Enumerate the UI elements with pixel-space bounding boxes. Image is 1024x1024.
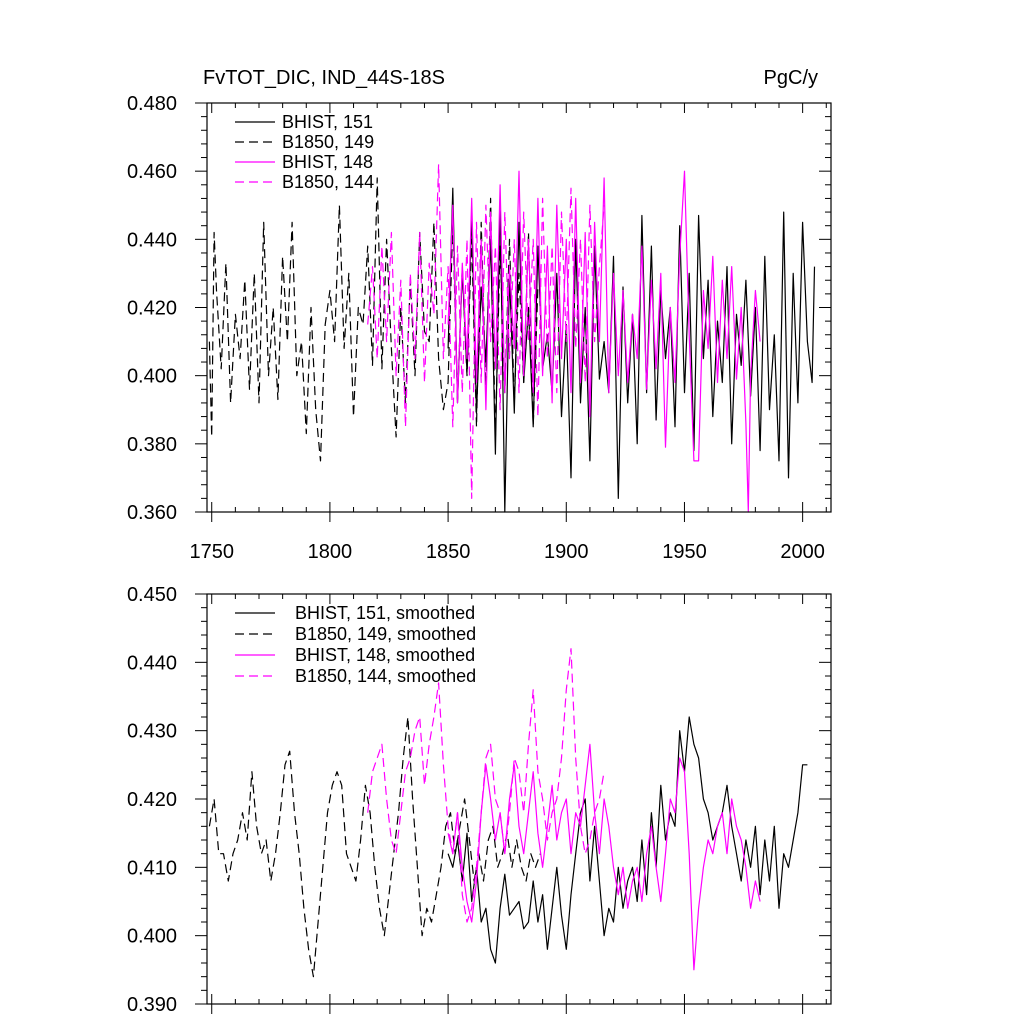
legend-label: BHIST, 151 (282, 112, 373, 132)
series-line-b1850-149-smoothed (208, 716, 541, 978)
y-tick-label: 0.360 (127, 502, 177, 524)
legend-label: B1850, 149, smoothed (295, 624, 476, 644)
x-tick-label: 2000 (780, 541, 825, 563)
y-tick-label: 0.420 (127, 789, 177, 811)
y-tick-label: 0.440 (127, 652, 177, 674)
y-tick-label: 0.390 (127, 994, 177, 1016)
bottom-panel-ticks (195, 593, 831, 1014)
top-panel-ticks (195, 102, 831, 522)
top-panel-series (208, 163, 816, 513)
y-tick-label: 0.480 (127, 93, 177, 115)
top-panel-tick-labels: 1750 1800 1850 1900 1950 2000 0.360 0.380 0.400 0… (127, 93, 825, 563)
y-tick-label: 0.450 (127, 584, 177, 606)
legend-label: BHIST, 148, smoothed (295, 645, 475, 665)
x-tick-label: 1950 (662, 541, 707, 563)
x-tick-label: 1800 (308, 541, 353, 563)
top-panel-plot-frame (206, 102, 832, 513)
x-tick-label: 1750 (189, 541, 234, 563)
top-panel-title-right: PgC/y (764, 67, 818, 89)
legend-label: B1850, 149 (282, 132, 374, 152)
y-tick-label: 0.380 (127, 434, 177, 456)
bottom-panel: 0.390 0.400 0.410 0.420 0.430 0.440 0.450 BHIS… (127, 584, 832, 1016)
top-panel: FvTOT_DIC, IND_44S-18S PgC/y 1750 1800 185… (127, 67, 832, 563)
series-line-bhist-151-smoothed (447, 716, 808, 964)
legend-label: B1850, 144, smoothed (295, 666, 476, 686)
y-tick-label: 0.440 (127, 229, 177, 251)
series-line-bhist-148 (447, 170, 761, 513)
legend-label: BHIST, 148 (282, 152, 373, 172)
y-tick-label: 0.400 (127, 366, 177, 388)
legend-label: B1850, 144 (282, 172, 374, 192)
y-tick-label: 0.400 (127, 926, 177, 948)
x-tick-label: 1850 (426, 541, 471, 563)
y-tick-label: 0.460 (127, 161, 177, 183)
series-line-b1850-144 (367, 163, 605, 499)
y-tick-label: 0.410 (127, 857, 177, 879)
y-tick-label: 0.430 (127, 721, 177, 743)
bottom-panel-tick-labels: 0.390 0.400 0.410 0.420 0.430 0.440 0.450 (127, 584, 177, 1016)
bottom-panel-series (208, 648, 808, 978)
y-tick-label: 0.420 (127, 298, 177, 320)
bottom-panel-plot-frame (206, 593, 832, 1005)
top-panel-title-left: FvTOT_DIC, IND_44S-18S (203, 67, 445, 89)
series-line-b1850-144-smoothed (367, 648, 605, 923)
legend-label: BHIST, 151, smoothed (295, 603, 475, 623)
x-tick-label: 1900 (544, 541, 589, 563)
